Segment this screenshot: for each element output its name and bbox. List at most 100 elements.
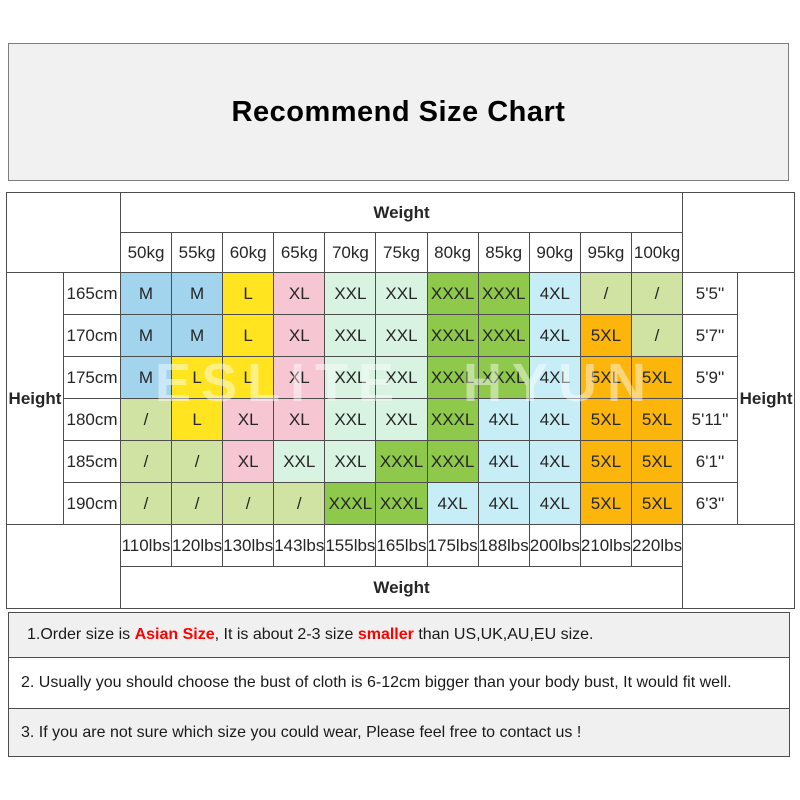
note-1-text: than US,UK,AU,EU size. <box>413 626 594 643</box>
kg-label-10: 100kg <box>630 232 684 273</box>
size-cell-165cm-95kg: / <box>579 272 632 315</box>
size-cell-170cm-55kg: M <box>170 314 224 357</box>
kg-label-5: 75kg <box>375 232 428 273</box>
note-3-text: 3. If you are not sure which size you co… <box>21 723 582 741</box>
size-cell-190cm-75kg: XXXL <box>375 482 428 525</box>
size-cell-165cm-65kg: XL <box>273 272 326 315</box>
kg-label-8: 90kg <box>528 232 581 273</box>
weight-header: Weight <box>119 192 684 233</box>
ftin-label-5: 6'3'' <box>682 482 739 525</box>
size-cell-175cm-55kg: L <box>170 356 224 399</box>
size-cell-165cm-80kg: XXXL <box>426 272 479 315</box>
size-cell-180cm-75kg: XXL <box>375 398 428 441</box>
kg-label-4: 70kg <box>324 232 377 273</box>
size-cell-180cm-80kg: XXXL <box>426 398 479 441</box>
size-cell-170cm-75kg: XXL <box>375 314 428 357</box>
size-cell-165cm-90kg: 4XL <box>528 272 581 315</box>
size-cell-185cm-100kg: 5XL <box>630 440 684 483</box>
size-cell-190cm-65kg: / <box>273 482 326 525</box>
lbs-label-3: 143lbs <box>273 524 326 567</box>
size-cell-190cm-80kg: 4XL <box>426 482 479 525</box>
note-2: 2. Usually you should choose the bust of… <box>8 657 790 709</box>
size-cell-165cm-55kg: M <box>170 272 224 315</box>
size-cell-175cm-85kg: XXXL <box>477 356 530 399</box>
size-cell-185cm-80kg: XXXL <box>426 440 479 483</box>
corner-top-right <box>682 192 796 273</box>
ftin-label-2: 5'9'' <box>682 356 739 399</box>
height-label-left: Height <box>6 272 64 525</box>
size-cell-190cm-70kg: XXXL <box>324 482 377 525</box>
kg-label-0: 50kg <box>120 232 172 273</box>
size-cell-175cm-65kg: XL <box>273 356 326 399</box>
lbs-label-2: 130lbs <box>222 524 275 567</box>
lbs-label-4: 155lbs <box>324 524 377 567</box>
size-cell-190cm-95kg: 5XL <box>579 482 632 525</box>
height-label-right: Height <box>737 272 796 525</box>
lbs-label-0: 110lbs <box>120 524 172 567</box>
note-1-text: , It is about 2-3 size <box>214 626 358 643</box>
lbs-label-8: 200lbs <box>528 524 581 567</box>
note-1: 1.Order size is Asian Size, It is about … <box>8 612 790 658</box>
size-cell-185cm-65kg: XXL <box>273 440 326 483</box>
size-cell-180cm-60kg: XL <box>222 398 275 441</box>
size-cell-185cm-50kg: / <box>120 440 172 483</box>
lbs-label-7: 188lbs <box>477 524 530 567</box>
size-cell-170cm-60kg: L <box>222 314 275 357</box>
size-cell-170cm-50kg: M <box>120 314 172 357</box>
size-cell-190cm-90kg: 4XL <box>528 482 581 525</box>
note-1-highlight: Asian Size <box>134 626 215 643</box>
size-cell-175cm-100kg: 5XL <box>630 356 684 399</box>
cm-label-1: 170cm <box>63 314 121 357</box>
size-cell-185cm-70kg: XXL <box>324 440 377 483</box>
note-1-highlight: smaller <box>357 626 414 643</box>
cm-label-3: 180cm <box>63 398 121 441</box>
lbs-label-6: 175lbs <box>426 524 479 567</box>
size-cell-170cm-70kg: XXL <box>324 314 377 357</box>
title-box: Recommend Size Chart <box>8 43 789 181</box>
size-cell-170cm-65kg: XL <box>273 314 326 357</box>
size-cell-165cm-60kg: L <box>222 272 275 315</box>
size-cell-190cm-100kg: 5XL <box>630 482 684 525</box>
size-cell-165cm-50kg: M <box>120 272 172 315</box>
corner-bottom-right <box>682 524 796 609</box>
size-cell-185cm-85kg: 4XL <box>477 440 530 483</box>
size-cell-175cm-95kg: 5XL <box>579 356 632 399</box>
lbs-label-5: 165lbs <box>375 524 428 567</box>
size-cell-175cm-60kg: L <box>222 356 275 399</box>
size-cell-170cm-80kg: XXXL <box>426 314 479 357</box>
size-cell-175cm-90kg: 4XL <box>528 356 581 399</box>
corner-top-left <box>6 192 121 273</box>
corner-bottom-left <box>6 524 121 609</box>
size-cell-180cm-55kg: L <box>170 398 224 441</box>
size-cell-175cm-50kg: M <box>120 356 172 399</box>
size-cell-185cm-90kg: 4XL <box>528 440 581 483</box>
size-cell-175cm-70kg: XXL <box>324 356 377 399</box>
ftin-label-4: 6'1'' <box>682 440 739 483</box>
kg-label-7: 85kg <box>477 232 530 273</box>
size-cell-165cm-100kg: / <box>630 272 684 315</box>
size-cell-170cm-90kg: 4XL <box>528 314 581 357</box>
lbs-label-9: 210lbs <box>579 524 632 567</box>
lbs-label-1: 120lbs <box>170 524 224 567</box>
size-cell-190cm-55kg: / <box>170 482 224 525</box>
size-cell-180cm-100kg: 5XL <box>630 398 684 441</box>
weight-footer: Weight <box>119 566 684 609</box>
kg-label-2: 60kg <box>222 232 275 273</box>
size-cell-180cm-90kg: 4XL <box>528 398 581 441</box>
ftin-label-1: 5'7'' <box>682 314 739 357</box>
kg-label-1: 55kg <box>170 232 224 273</box>
size-cell-180cm-50kg: / <box>120 398 172 441</box>
size-cell-185cm-75kg: XXXL <box>375 440 428 483</box>
note-3: 3. If you are not sure which size you co… <box>8 708 790 757</box>
size-cell-165cm-70kg: XXL <box>324 272 377 315</box>
note-2-text: 2. Usually you should choose the bust of… <box>21 674 732 691</box>
size-cell-165cm-85kg: XXXL <box>477 272 530 315</box>
size-cell-180cm-95kg: 5XL <box>579 398 632 441</box>
note-1-text: 1.Order size is <box>27 626 135 643</box>
size-cell-180cm-70kg: XXL <box>324 398 377 441</box>
size-cell-185cm-55kg: / <box>170 440 224 483</box>
ftin-label-0: 5'5'' <box>682 272 739 315</box>
size-cell-175cm-75kg: XXL <box>375 356 428 399</box>
size-cell-180cm-85kg: 4XL <box>477 398 530 441</box>
lbs-label-10: 220lbs <box>630 524 684 567</box>
